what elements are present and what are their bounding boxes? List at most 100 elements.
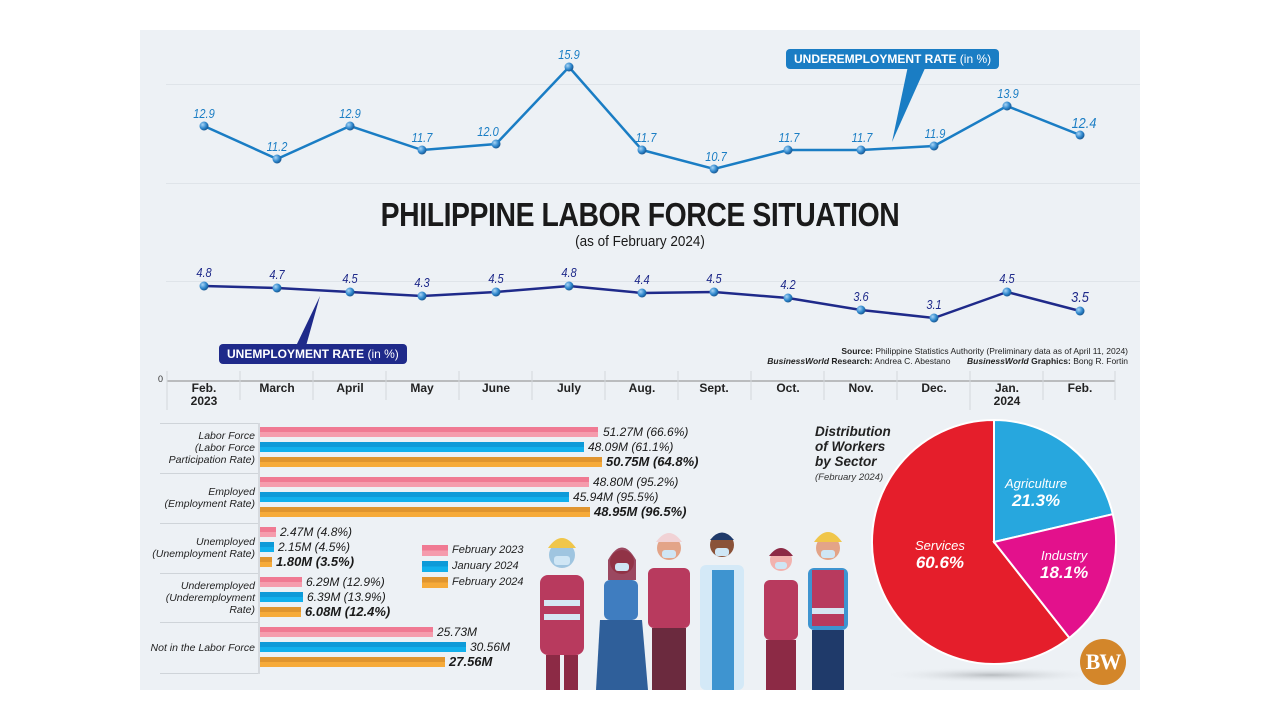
- bar-jan2024-underemployed: [260, 592, 303, 602]
- bar-value: 6.39M (13.9%): [307, 590, 386, 604]
- gridline: [166, 84, 1140, 85]
- under-value: 11.7: [411, 130, 433, 145]
- under-value: 13.9: [997, 86, 1019, 101]
- pie-shadow: [882, 667, 1102, 683]
- pie-slice-industry: [992, 512, 1117, 640]
- unemp-value: 4.5: [706, 271, 722, 286]
- unemp-value: 4.5: [342, 271, 358, 286]
- under-value: 11.2: [266, 139, 288, 154]
- bar-feb2024-underemployed: [260, 607, 301, 617]
- callout-unit: (in %): [367, 347, 399, 361]
- bar-feb2024-labor-force: [260, 457, 602, 467]
- bar-value: 2.47M (4.8%): [280, 525, 353, 539]
- legend-swatch-jan2024: [422, 561, 448, 572]
- graphics-label: Graphics:: [1031, 356, 1071, 366]
- bar-value: 6.08M (12.4%): [305, 604, 391, 619]
- row-label-labor-force: Labor Force (Labor Force Participation Rat…: [168, 430, 255, 466]
- row-label-underemployed: Underemployed (Underemployment Rate): [165, 580, 255, 616]
- month-label: Sept.: [699, 381, 729, 395]
- month-label: Oct.: [776, 381, 800, 395]
- source-text: Philippine Statistics Authority (Prelimi…: [875, 346, 1128, 356]
- under-value: 11.7: [778, 130, 800, 145]
- legend-swatch-feb2024: [422, 577, 448, 588]
- bar-value: 30.56M: [470, 640, 511, 654]
- row-separator: [160, 673, 258, 674]
- underemployment-points: [199, 62, 1085, 174]
- legend-label: January 2024: [452, 560, 519, 572]
- under-value: 11.7: [851, 130, 873, 145]
- bar-value: 27.56M: [449, 654, 493, 669]
- row-label-unemployed: Unemployed (Unemployment Rate): [152, 536, 255, 560]
- pie-subtitle: (February 2024): [815, 472, 884, 483]
- bar-value: 48.09M (61.1%): [588, 440, 674, 454]
- unemployment-callout-pointer: [296, 296, 320, 346]
- bar-jan2024-unemployed: [260, 542, 274, 552]
- bar-value: 2.15M (4.5%): [278, 540, 351, 554]
- bar-feb2023-employed: [260, 477, 589, 487]
- bar-value: 51.27M (66.6%): [603, 425, 689, 439]
- month-label: Feb.: [1067, 381, 1093, 395]
- unemp-value: 3.1: [926, 297, 942, 312]
- page-subtitle: (as of February 2024): [575, 233, 705, 250]
- under-value: 12.0: [477, 124, 499, 139]
- workers-illustration: [540, 532, 848, 690]
- pie-label-industry: Industry 18.1%: [1040, 548, 1089, 582]
- underemployment-callout: UNDEREMPLOYMENT RATE (in %): [786, 49, 1000, 69]
- row-separator: [160, 573, 258, 574]
- under-value: 11.9: [924, 126, 946, 141]
- bar-feb2024-unemployed: [260, 557, 272, 567]
- month-label: April: [336, 381, 364, 395]
- legend-label: February 2024: [452, 576, 524, 588]
- legend-label: February 2023: [452, 544, 524, 556]
- bar-value: 6.29M (12.9%): [306, 575, 385, 589]
- source-label: Source:: [841, 346, 874, 356]
- research-brand: BusinessWorld: [767, 356, 830, 366]
- row-label-not-in-labor-force: Not in the Labor Force: [150, 642, 255, 654]
- bar-jan2024-employed: [260, 492, 569, 502]
- bar-feb2023-not-in-labor-force: [260, 627, 433, 637]
- bar-value: 48.80M (95.2%): [593, 475, 679, 489]
- month-label: May: [410, 381, 434, 395]
- under-value: 11.7: [635, 130, 657, 145]
- bar-feb2023-underemployed: [260, 577, 302, 587]
- bar-value: 1.80M (3.5%): [276, 554, 355, 569]
- unemp-value: 4.5: [488, 271, 504, 286]
- source-line: Source: Philippine Statistics Authority …: [841, 346, 1128, 356]
- row-separator: [160, 622, 258, 623]
- under-value: 12.9: [339, 106, 361, 121]
- bar-feb2024-employed: [260, 507, 590, 517]
- bar-feb2023-unemployed: [260, 527, 276, 537]
- bar-feb2024-not-in-labor-force: [260, 657, 445, 667]
- unemp-value: 4.2: [780, 277, 796, 292]
- bar-value: 45.94M (95.5%): [573, 490, 659, 504]
- pie-title: Distribution of Workers by Sector: [815, 424, 891, 469]
- credits-line: BusinessWorld Research: Andrea C. Abesta…: [767, 356, 1128, 366]
- pie-label-agriculture: Agriculture 21.3%: [1005, 476, 1068, 510]
- bar-feb2023-labor-force: [260, 427, 598, 437]
- bar-jan2024-labor-force: [260, 442, 584, 452]
- bar-value: 48.95M (96.5%): [594, 504, 687, 519]
- businessworld-logo: BW: [1080, 639, 1126, 685]
- month-label: Dec.: [921, 381, 947, 395]
- under-value: 15.9: [558, 47, 580, 62]
- bar-jan2024-not-in-labor-force: [260, 642, 466, 652]
- unemployment-points: [199, 281, 1085, 323]
- month-label: March: [259, 381, 295, 395]
- x-ticks: [166, 371, 1116, 410]
- pie-slice-services: [870, 418, 1071, 665]
- unemp-value: 4.4: [634, 272, 650, 287]
- pie-chart: [870, 418, 1117, 665]
- row-separator: [160, 523, 258, 524]
- callout-label: UNEMPLOYMENT RATE: [227, 347, 365, 361]
- research-label: Research:: [831, 356, 873, 366]
- month-label: Nov.: [848, 381, 874, 395]
- unemp-value: 3.6: [853, 289, 869, 304]
- graphics-name: Bong R. Fortin: [1073, 356, 1128, 366]
- month-label: June: [481, 381, 510, 395]
- underemployment-callout-pointer: [892, 66, 926, 142]
- callout-label: UNDEREMPLOYMENT RATE: [794, 52, 957, 66]
- legend-swatch-feb2023: [422, 545, 448, 556]
- under-value: 12.4: [1071, 115, 1097, 132]
- row-label-employed: Employed (Employment Rate): [164, 486, 255, 510]
